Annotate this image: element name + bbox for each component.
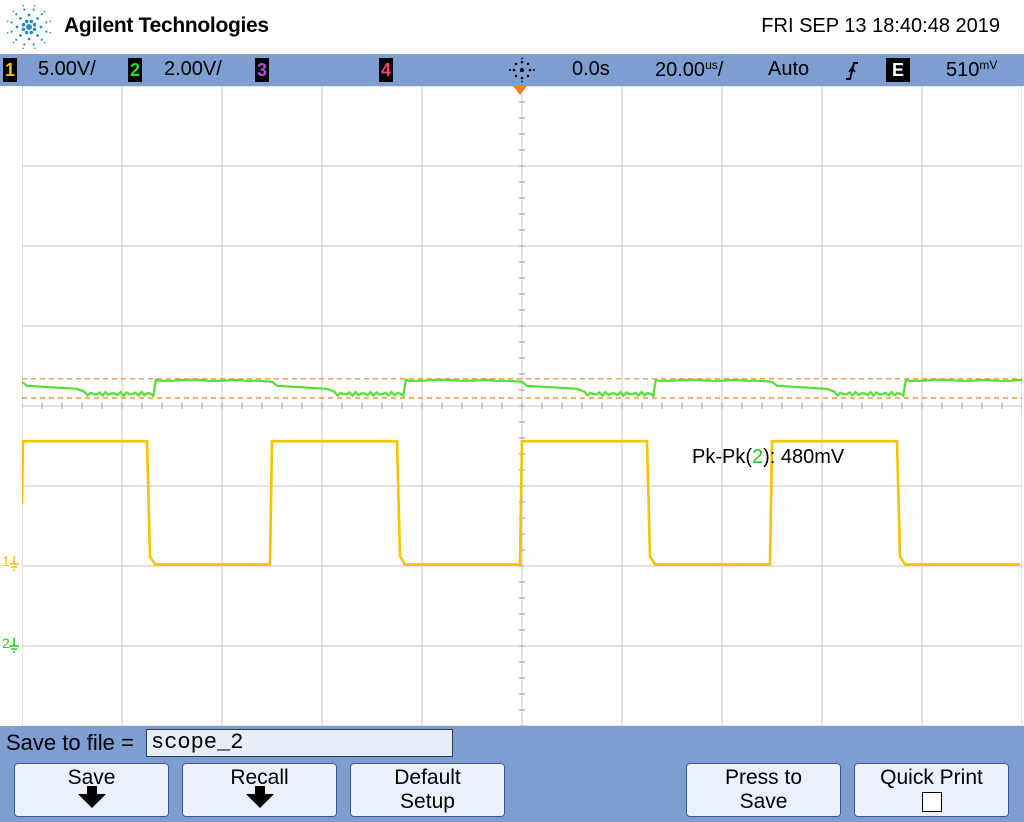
trigger-source: E xyxy=(891,60,904,80)
channel-2-ground-label: 2 xyxy=(2,635,10,651)
quick-print-checkbox[interactable] xyxy=(921,792,942,812)
agilent-logo-icon xyxy=(6,4,52,50)
brand-title: Agilent Technologies xyxy=(64,14,269,37)
channel-4-number: 4 xyxy=(380,60,391,80)
pk-pk-measurement: Pk-Pk(2): 480mV xyxy=(692,446,844,469)
timebase-value: 20.00 xyxy=(655,59,706,81)
press-to-save-button[interactable]: Press to Save xyxy=(686,763,841,817)
ground-icon xyxy=(9,556,19,571)
channel-2-scale[interactable]: 2.00V/ xyxy=(164,58,222,80)
recall-button[interactable]: Recall xyxy=(182,763,337,817)
measurement-value: ): 480mV xyxy=(763,446,845,468)
ground-icon xyxy=(9,638,19,653)
graticule xyxy=(22,86,1022,726)
softkey-panel: Save to file = scope_2 Save Recall Defau… xyxy=(0,726,1024,822)
trigger-point-marker xyxy=(513,86,527,95)
rising-edge-icon[interactable] xyxy=(843,60,861,82)
save-button-label: Save xyxy=(67,766,116,789)
channel-1-scale[interactable]: 5.00V/ xyxy=(38,58,96,80)
header: Agilent Technologies FRI SEP 13 18:40:48… xyxy=(0,0,1024,54)
quick-print-button[interactable]: Quick Print xyxy=(854,763,1009,817)
default-setup-label-line2: Setup xyxy=(400,790,455,813)
trigger-source-badge[interactable]: E xyxy=(886,58,910,82)
trigger-delay[interactable]: 0.0s xyxy=(572,58,610,80)
trigger-mode[interactable]: Auto xyxy=(768,58,810,80)
trigger-level-value: 510 xyxy=(946,59,980,81)
down-arrow-icon xyxy=(245,786,274,808)
waveform-display[interactable] xyxy=(22,86,1022,726)
channel-1-number: 1 xyxy=(4,60,15,80)
trigger-position-icon[interactable] xyxy=(506,57,538,83)
trigger-level-unit: mV xyxy=(979,58,998,72)
channel-3-number: 3 xyxy=(256,60,267,80)
press-to-save-label-line1: Press to xyxy=(724,766,803,789)
save-button[interactable]: Save xyxy=(14,763,169,817)
right-margin xyxy=(1022,86,1024,726)
press-to-save-label-line2: Save xyxy=(739,790,788,813)
channel-1-ground-marker[interactable]: 1 xyxy=(0,553,22,576)
measurement-channel: 2 xyxy=(752,446,764,468)
save-to-file-label: Save to file = xyxy=(6,730,134,755)
default-setup-label-line1: Default xyxy=(394,766,461,789)
channel-2-trace xyxy=(22,378,1022,398)
datetime: FRI SEP 13 18:40:48 2019 xyxy=(761,15,1000,37)
channel-1-ground-label: 1 xyxy=(2,553,10,569)
channel-1-badge[interactable]: 1 xyxy=(3,58,17,82)
channel-2-ground-marker[interactable]: 2 xyxy=(0,635,22,658)
default-setup-button[interactable]: Default Setup xyxy=(350,763,505,817)
channel-4-badge[interactable]: 4 xyxy=(379,58,393,82)
trigger-level[interactable]: 510mV xyxy=(946,58,997,82)
quick-print-label: Quick Print xyxy=(880,766,983,789)
timebase-suffix: / xyxy=(717,59,724,81)
timebase[interactable]: 20.00us/ xyxy=(655,58,723,82)
channel-2-number: 2 xyxy=(129,60,140,80)
channel-2-badge[interactable]: 2 xyxy=(128,58,142,82)
recall-button-label: Recall xyxy=(230,766,289,789)
filename-input[interactable]: scope_2 xyxy=(146,729,453,757)
channel-1-trace xyxy=(22,439,1020,566)
channel-3-badge[interactable]: 3 xyxy=(255,58,269,82)
ground-marker-margin xyxy=(0,86,22,726)
measurement-prefix: Pk-Pk( xyxy=(692,446,752,468)
status-bar: 1 5.00V/ 2 2.00V/ 3 4 0.0s 20.00us/ Auto… xyxy=(0,54,1024,86)
down-arrow-icon xyxy=(77,786,106,808)
timebase-unit: us xyxy=(705,58,718,72)
